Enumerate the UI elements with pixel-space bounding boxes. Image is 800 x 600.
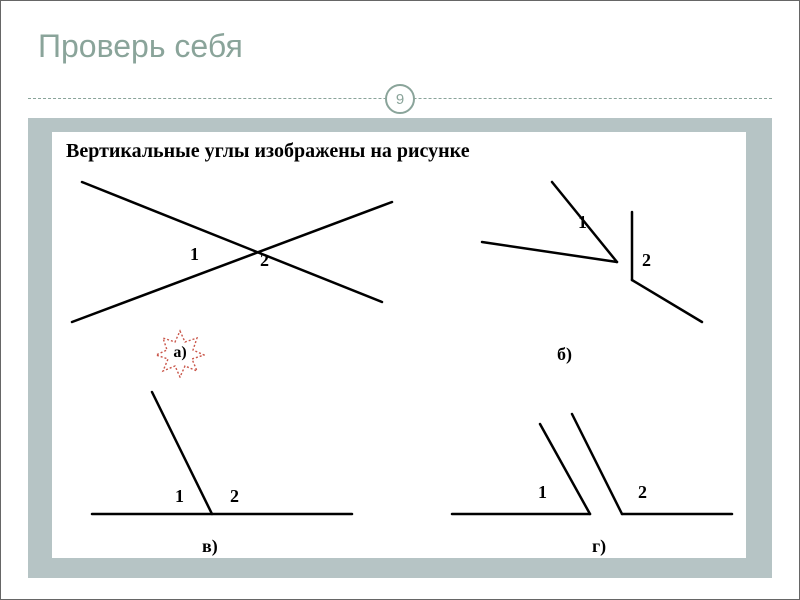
diagram-svg <box>62 172 402 332</box>
page-number-badge: 9 <box>385 84 415 114</box>
angle-label: 2 <box>638 482 647 503</box>
diagram-svg <box>442 382 742 532</box>
diagram-a: 12 <box>62 172 402 332</box>
slide-title: Проверь себя <box>38 28 243 65</box>
angle-label: 2 <box>260 250 269 271</box>
angle-label: 1 <box>538 482 547 503</box>
content-box: Вертикальные углы изображены на рисунке … <box>52 132 746 558</box>
angle-label: 1 <box>175 486 184 507</box>
answer-star: а) <box>155 328 205 378</box>
diagram-svg <box>452 172 722 332</box>
caption-b: б) <box>557 344 572 365</box>
diagram-v: 12 <box>72 382 372 532</box>
caption-g: г) <box>592 536 606 557</box>
angle-label: 2 <box>230 486 239 507</box>
diagram-svg <box>72 382 372 532</box>
page-number: 9 <box>396 91 404 108</box>
angle-label: 2 <box>642 250 651 271</box>
diagram-g: 12 <box>442 382 742 532</box>
caption-a: а) <box>155 328 205 378</box>
caption-v: в) <box>202 536 218 557</box>
angle-label: 1 <box>190 244 199 265</box>
angle-label: 1 <box>578 212 587 233</box>
question-title: Вертикальные углы изображены на рисунке <box>66 140 470 163</box>
diagram-b: 12 <box>452 172 722 332</box>
